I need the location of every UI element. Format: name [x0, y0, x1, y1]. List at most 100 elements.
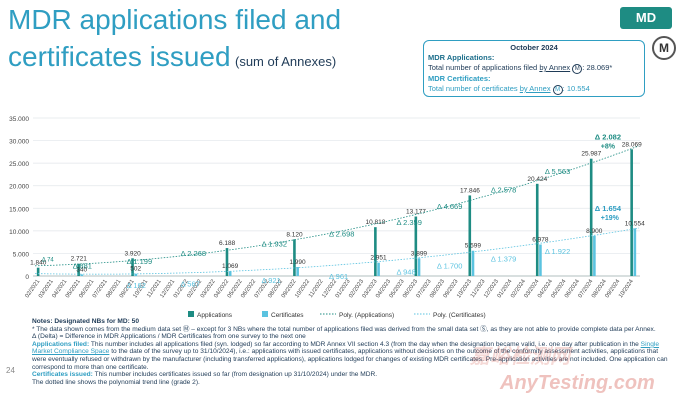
certificates-data-label: 2.951: [370, 255, 387, 262]
note-certificates: Certificates issued: This number include…: [32, 371, 378, 379]
delta-label: Δ 1.654: [595, 204, 622, 213]
certificates-annex-link[interactable]: by Annex: [519, 84, 551, 93]
applications-bar: [225, 248, 229, 276]
delta-label: Δ 162: [127, 281, 146, 290]
certificates-data-label: 3.899: [411, 250, 428, 257]
legend-applications: Applications: [197, 312, 233, 319]
applications-bar: [77, 263, 80, 276]
note-designated: Notes: Designated NBs for MD: 50: [32, 318, 139, 325]
applications-bar: [630, 149, 633, 276]
delta-label: Δ 74: [42, 258, 55, 264]
certificates-data-label: 1.990: [289, 259, 306, 266]
applications-data-label: 2.721: [71, 256, 88, 263]
note-data-source: * The data shown comes from the medium d…: [32, 325, 656, 333]
delta-label: Δ 921: [262, 276, 281, 285]
applications-annex-link[interactable]: by Annex: [539, 63, 571, 72]
delta-label: Δ 2.578: [491, 186, 516, 195]
note-delta: Δ (Delta) = Difference in MDR Applicatio…: [32, 333, 306, 341]
watermark-en: AnyTesting.com: [500, 372, 655, 394]
certificates-line: Total number of certificates by Annex M:…: [428, 84, 590, 95]
applications-data-label: 17.846: [460, 187, 480, 194]
certificates-bar: [134, 273, 138, 276]
applications-data-label: 13.177: [406, 209, 426, 216]
certificates-bar: [593, 235, 596, 276]
applications-data-label: 28.069: [622, 141, 642, 148]
legend-swatch-certificates: [262, 311, 268, 317]
m-logo-icon: M: [652, 36, 676, 60]
y-tick-label: 20.000: [9, 184, 29, 191]
md-badge: MD: [620, 7, 672, 29]
applications-percent-change: +8%: [601, 144, 616, 151]
applications-bar: [36, 267, 40, 276]
applications-trendline: [34, 145, 640, 267]
delta-label: Δ 961: [329, 272, 348, 281]
medium-set-icon: M: [572, 64, 583, 74]
delta-label: Δ 881: [73, 262, 92, 271]
certificates-percent-change: +19%: [601, 215, 620, 222]
certificates-bar: [228, 271, 232, 276]
applications-label: MDR Applications:: [428, 53, 495, 62]
delta-label: Δ 1.932: [262, 240, 287, 249]
applications-bar: [589, 158, 593, 276]
certificates-bar: [539, 244, 542, 276]
legend-poly-certificates: Poly. (Certificates): [433, 312, 486, 319]
applications-data-label: 6.188: [219, 240, 236, 247]
applications-data-label: 8.120: [286, 231, 303, 238]
delta-label: Δ 2.268: [181, 249, 206, 258]
applications-data-label: 10.818: [366, 219, 386, 226]
delta-label: Δ 5.563: [545, 167, 570, 176]
medium-set-icon: M: [552, 85, 563, 95]
certificates-label: MDR Certificates:: [428, 74, 491, 83]
certificates-data-label: 1.069: [222, 263, 239, 270]
delta-label: Δ 2.082: [595, 133, 621, 142]
y-tick-label: 5.000: [13, 251, 30, 258]
applications-bar: [414, 216, 418, 276]
page-number: 24: [6, 366, 15, 375]
certificates-data-label: 5.599: [465, 243, 482, 250]
certificates-data-label: 502: [130, 266, 141, 273]
legend-certificates: Certificates: [271, 312, 304, 319]
applications-bar: [293, 239, 296, 276]
applications-bar: [374, 227, 377, 276]
applications-bar: [468, 195, 472, 276]
delta-label: Δ 1.700: [437, 262, 462, 271]
certificates-bar: [296, 267, 299, 276]
x-tick-label: 10/2024: [618, 278, 635, 299]
applications-bar: [535, 183, 539, 276]
y-tick-label: 30.000: [9, 139, 29, 146]
certificates-trendline: [34, 227, 640, 275]
delta-label: Δ 1.922: [545, 247, 570, 256]
certificates-data-label: 340: [76, 266, 87, 273]
summary-heading: October 2024: [510, 43, 558, 52]
certificates-bar: [377, 262, 380, 276]
y-tick-label: 35.000: [9, 116, 29, 123]
applications-data-label: 20.424: [527, 176, 547, 183]
delta-label: Δ 1.199: [127, 257, 152, 266]
applications-bar: [131, 258, 134, 276]
note-applications: Applications filed: This number includes…: [32, 340, 668, 371]
legend-poly-applications: Poly. (Applications): [339, 312, 394, 319]
y-tick-label: 10.000: [9, 229, 29, 236]
delta-label: Δ 1.379: [491, 255, 516, 264]
applications-data-label: 3.920: [125, 250, 142, 257]
applications-line: Total number of applications filed by An…: [428, 63, 613, 74]
certificates-bar: [417, 258, 421, 276]
delta-label: Δ 116: [73, 108, 92, 110]
delta-label: Δ 2.698: [329, 229, 354, 238]
certificates-data-label: 6.978: [532, 236, 549, 243]
certificates-bar: [633, 228, 637, 276]
certificates-bar: [471, 250, 475, 276]
delta-label: Δ 4.669: [437, 202, 462, 211]
applications-certificates-chart: 0 5.000 10.000 15.000 20.000 25.000 30.000 35.0…: [9, 108, 645, 319]
delta-label: Δ 2.359: [396, 218, 421, 227]
delta-label: Δ 948: [396, 268, 415, 277]
certificates-data-label: 10.554: [625, 220, 645, 227]
applications-data-label: 1.840: [30, 260, 47, 267]
certificates-bar: [80, 274, 84, 276]
note-trendline: The dotted line shows the polynomial tre…: [32, 378, 200, 386]
delta-label: Δ 567: [181, 279, 200, 288]
page-title: MDR applications filed and certificates …: [8, 4, 428, 78]
summary-box: October 2024 MDR Applications: Total num…: [423, 40, 645, 97]
y-tick-label: 15.000: [9, 206, 29, 213]
compliance-space-link[interactable]: Single Market Compliance Space: [32, 340, 660, 356]
